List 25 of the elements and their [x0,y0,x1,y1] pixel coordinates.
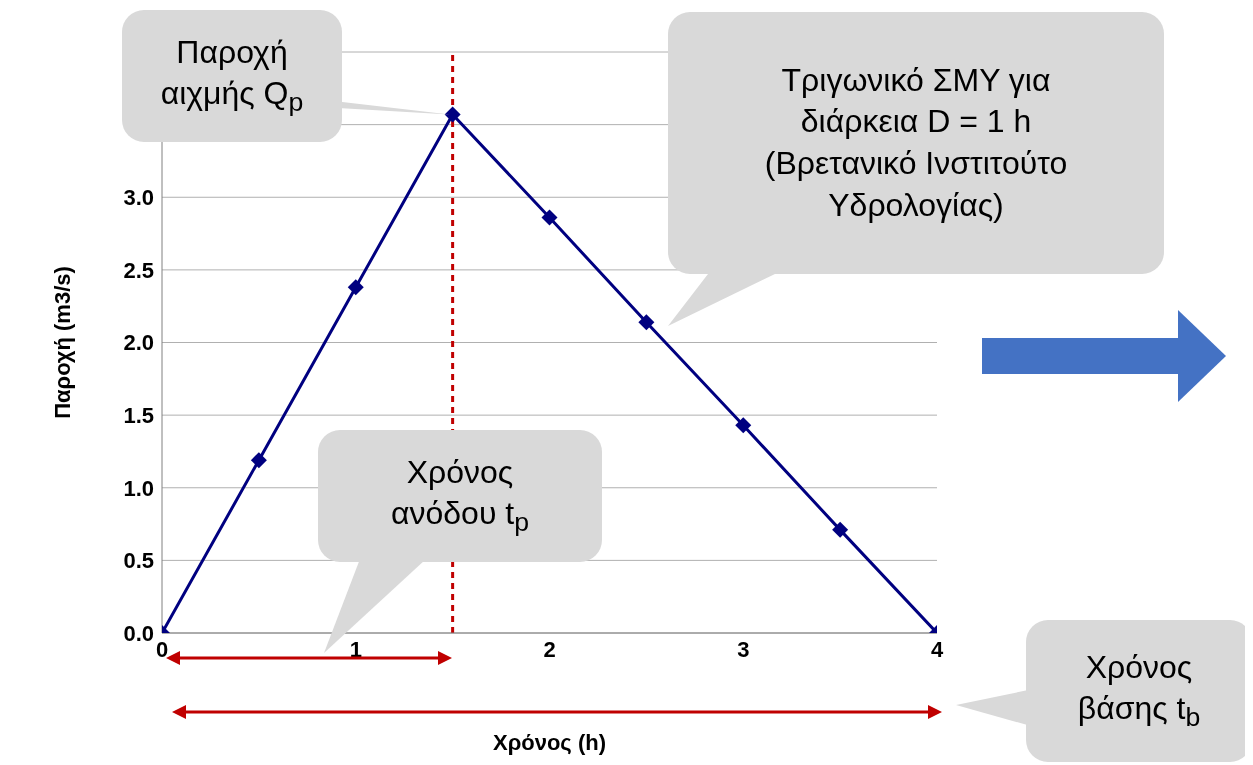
x-tick-label: 1 [349,636,362,662]
y-tick-label: 0.0 [123,620,154,646]
point [638,314,655,331]
text: Χρόνος βάσης t$_{b}$ [1076,647,1202,735]
x-tick-label: 3 [737,636,750,662]
annotation: Χρόνος ανόδου t$_{p}$ [390,452,530,540]
y-tick-label: 2.5 [123,257,154,283]
annotation: Παροχή αιχμής Q$_{p}$ [159,32,305,120]
x-tick-label: 4 [930,636,944,662]
y-tick-label: 3.0 [123,185,154,211]
point [541,209,558,226]
x-axis-title: Χρόνος (h) [491,730,607,756]
point [250,452,267,469]
point [347,279,364,296]
annotation: Τριγωνικό ΣΜΥ για διάρκεια D = 1 h (Βρετανικό Ινστιτούτο Υδρολογίας) [763,60,1069,225]
point [832,521,849,538]
point [444,106,461,123]
y-tick-label: 0.5 [123,548,154,574]
x-tick-label: 2 [543,636,556,662]
y-tick-label: 1.0 [123,475,154,501]
point [735,417,752,434]
y-tick-label: 2.0 [123,330,154,356]
y-tick-label: 1.5 [123,402,154,428]
y-axis-title: Παροχή (m3/s) [49,266,75,419]
x-tick-label: 0 [155,636,169,662]
